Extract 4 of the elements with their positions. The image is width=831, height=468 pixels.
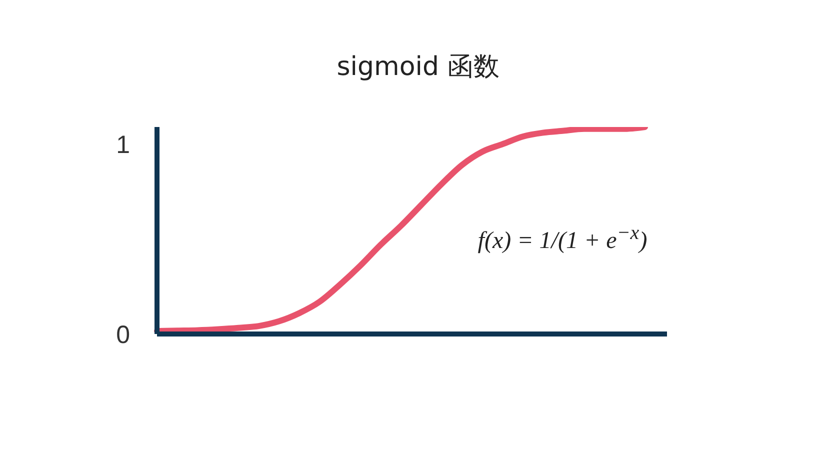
chart-title: sigmoid 函数	[336, 51, 500, 84]
annotation: f(x) = 1/(1 + e$^{−x}$)	[476, 222, 648, 255]
y-tick-label: 0	[116, 320, 130, 349]
y-tick-label: 1	[116, 130, 130, 159]
